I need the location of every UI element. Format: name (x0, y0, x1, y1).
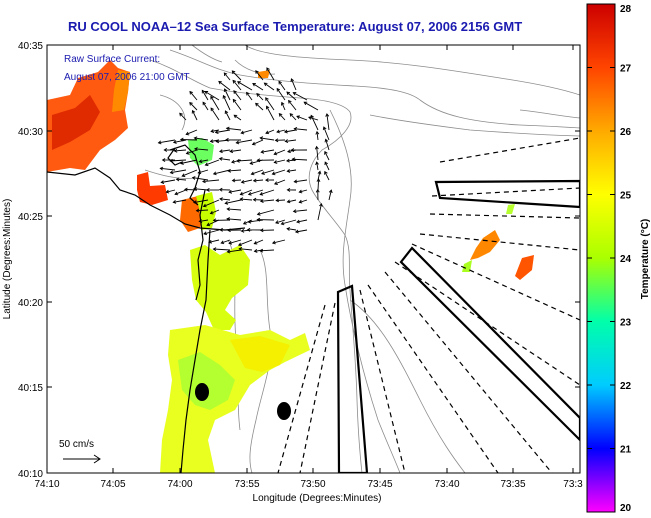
sst-patch-northwest-core (52, 95, 100, 150)
x-tick-label: 74:05 (100, 479, 125, 490)
sst-patch-south-yellow (230, 336, 290, 372)
buoy-marker-west (195, 383, 209, 401)
colorbar-tick-label: 22 (620, 381, 632, 392)
radar-sectors (277, 137, 580, 473)
colorbar-tick-label: 20 (620, 503, 632, 514)
colorbar-tick-label: 21 (620, 445, 632, 456)
y-axis: 40:35 40:30 40:25 40:20 40:15 40:10 (18, 41, 580, 480)
y-tick-label: 40:25 (18, 212, 43, 223)
sst-patch-offshore-1b (462, 260, 472, 272)
colorbar-tick-label: 24 (620, 254, 632, 265)
sst-patch-coast-lower-green (178, 352, 235, 410)
colorbar-ticks: 28 27 26 25 24 23 22 21 20 (587, 3, 632, 514)
colorbar-tick-label: 27 (620, 64, 632, 75)
y-tick-label: 40:10 (18, 469, 43, 480)
x-tick-label: 73:35 (500, 479, 525, 490)
sst-patch-offshore-1 (470, 230, 500, 260)
sst-patch-offshore-3 (506, 204, 515, 214)
sector-outline-middle-right (399, 246, 580, 442)
sector-dashed-lines (277, 137, 580, 473)
annotation-line-2: August 07, 2006 21:00 GMT (64, 72, 190, 83)
x-tick-label: 73:45 (367, 479, 392, 490)
x-tick-label: 74:00 (167, 479, 192, 490)
buoy-marker-east (277, 402, 291, 420)
y-tick-label: 40:30 (18, 127, 43, 138)
sst-patch-offshore-2 (515, 255, 534, 280)
sst-patch-coast-south (190, 245, 250, 330)
colorbar-tick-label: 26 (620, 127, 632, 138)
sector-outline-top-right (434, 179, 580, 209)
bathymetry-contours (144, 45, 580, 473)
colorbar-tick-label: 25 (620, 191, 632, 202)
sst-patch-top (258, 70, 270, 78)
x-axis-label: Longitude (Degrees:Minutes) (253, 493, 382, 504)
x-tick-label: 73:55 (234, 479, 259, 490)
colorbar-tick-label: 28 (620, 4, 632, 15)
scale-label: 50 cm/s (59, 439, 94, 450)
y-tick-label: 40:35 (18, 41, 43, 52)
sst-patch-upper-green (188, 138, 214, 166)
sector-outline-bottom (336, 284, 369, 473)
map-plot-area (47, 45, 580, 473)
annotation-line-1: Raw Surface Current: (64, 54, 160, 65)
x-tick-label: 74:10 (34, 479, 59, 490)
colorbar-label: Temperature (°C) (640, 219, 651, 300)
y-axis-label: Latitude (Degrees:Minutes) (2, 199, 13, 320)
scale-arrow (63, 454, 101, 464)
colorbar-tick-label: 23 (620, 318, 632, 329)
y-tick-label: 40:15 (18, 383, 43, 394)
x-tick-label: 73:50 (300, 479, 325, 490)
sst-patch-north-orange (112, 70, 130, 112)
sst-patches (47, 60, 534, 473)
x-tick-label: 73:40 (434, 479, 459, 490)
map-title: RU COOL NOAA–12 Sea Surface Temperature:… (68, 19, 523, 34)
x-tick-label: 73:3 (563, 479, 583, 490)
x-axis: 74:10 74:05 74:00 73:55 73:50 73:45 73:40 73:35… (34, 45, 583, 490)
y-tick-label: 40:20 (18, 298, 43, 309)
sst-patch-mid (137, 172, 168, 205)
surface-current-vectors (157, 67, 333, 254)
